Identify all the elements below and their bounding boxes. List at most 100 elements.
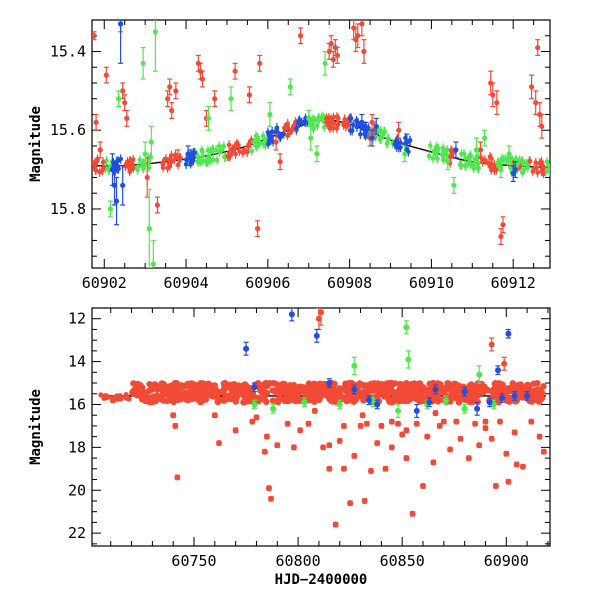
top-curve-point — [282, 125, 287, 131]
top-curve-point — [207, 156, 212, 162]
bottom-band-point — [259, 394, 266, 401]
bottom-point-red — [374, 440, 381, 447]
top-point-blue — [453, 147, 459, 153]
bottom-band-point — [175, 385, 183, 393]
bottom-point-red — [436, 422, 443, 429]
bottom-band-point — [371, 380, 378, 387]
bottom-y-tick-label: 18 — [68, 438, 86, 456]
top-curve-point — [127, 169, 132, 174]
bottom-point-red — [513, 461, 520, 468]
top-curve-point — [93, 167, 98, 173]
bottom-point-blue — [495, 367, 501, 374]
top-curve-point — [249, 148, 255, 154]
top-point-green — [267, 111, 273, 118]
bottom-point-red — [340, 465, 347, 472]
bottom-band-point — [192, 387, 199, 394]
top-curve-point — [487, 154, 493, 159]
top-curve-point — [428, 143, 433, 148]
bottom-point-green — [395, 407, 401, 414]
top-point-red — [277, 159, 283, 165]
top-curve-point — [216, 143, 222, 149]
bottom-y-tick-label: 16 — [68, 395, 86, 413]
top-curve-point — [221, 143, 227, 149]
bottom-point-red — [357, 422, 364, 429]
top-y-tick-label: 15.4 — [50, 42, 86, 60]
top-curve-point — [326, 123, 332, 129]
bottom-point-green — [405, 356, 412, 363]
top-curve-point — [485, 160, 491, 166]
bottom-point-green — [301, 399, 308, 406]
top-curve-point — [118, 156, 123, 162]
bottom-point-green — [251, 401, 258, 408]
bottom-point-red — [211, 412, 218, 419]
top-point-blue — [363, 127, 369, 133]
bottom-point-blue — [243, 345, 250, 352]
top-curve-point — [277, 135, 283, 140]
top-curve-point — [184, 157, 189, 162]
top-curve-point — [347, 116, 353, 121]
bottom-data-points — [109, 308, 547, 528]
top-point-red — [359, 21, 365, 27]
bottom-band-point — [286, 387, 293, 394]
bottom-point-red — [413, 420, 420, 427]
bottom-point-blue — [486, 399, 493, 406]
top-curve-point — [395, 140, 400, 145]
top-curve-point — [336, 116, 341, 121]
bottom-band-point — [426, 380, 433, 387]
top-curve-point — [123, 164, 128, 169]
bottom-band-point — [360, 382, 368, 389]
bottom-point-red — [395, 420, 401, 427]
bottom-point-blue — [511, 392, 518, 399]
bottom-point-red — [253, 414, 260, 421]
top-point-blue — [512, 167, 518, 173]
bottom-point-red — [232, 427, 239, 434]
top-curve-point — [354, 119, 360, 124]
top-point-red — [500, 222, 506, 228]
bottom-band-point — [258, 388, 266, 396]
top-curve-point — [488, 164, 494, 170]
top-curve-point — [470, 163, 476, 169]
bottom-point-blue — [505, 330, 512, 337]
top-curve-point — [135, 164, 141, 169]
top-curve-point — [256, 142, 262, 147]
bottom-band-point — [130, 380, 137, 387]
top-curve-point — [320, 113, 326, 119]
bottom-band-point — [380, 383, 388, 390]
top-curve-point — [535, 170, 540, 175]
bottom-band-point — [517, 381, 524, 388]
top-point-red — [529, 84, 535, 90]
top-point-green — [148, 139, 154, 145]
bottom-point-red — [503, 450, 510, 457]
bottom-point-red — [332, 521, 339, 528]
bottom-band-point — [153, 394, 160, 401]
top-point-red — [144, 174, 150, 181]
bottom-band-point — [387, 388, 395, 396]
bottom-band-point — [136, 385, 143, 392]
bottom-point-red — [216, 440, 222, 447]
top-point-red — [173, 88, 179, 94]
bottom-y-tick-label: 22 — [68, 524, 86, 542]
bottom-point-blue — [288, 311, 295, 318]
bottom-point-blue — [524, 392, 531, 399]
top-curve-point — [350, 122, 356, 128]
bottom-band-point — [294, 391, 302, 398]
bottom-point-red — [399, 431, 406, 438]
bottom-point-red — [284, 420, 291, 427]
top-curve-point — [199, 147, 205, 153]
bottom-band-point — [181, 382, 189, 389]
top-curve-point — [381, 129, 387, 134]
bottom-point-red — [326, 442, 333, 449]
bottom-band-point — [125, 396, 132, 402]
bottom-band-point — [538, 390, 545, 398]
bottom-band-point — [370, 387, 377, 395]
bottom-x-tick-label: 60800 — [276, 552, 321, 570]
bottom-band-point — [396, 392, 404, 400]
bottom-y-tick-label: 12 — [68, 310, 86, 328]
top-x-tick-label: 60908 — [327, 274, 372, 292]
top-curve-point — [146, 165, 152, 170]
top-curve-point — [265, 141, 271, 147]
top-curve-point — [517, 157, 522, 163]
top-point-red — [355, 33, 361, 39]
top-curve-point — [463, 163, 469, 169]
bottom-band-point — [475, 388, 482, 396]
